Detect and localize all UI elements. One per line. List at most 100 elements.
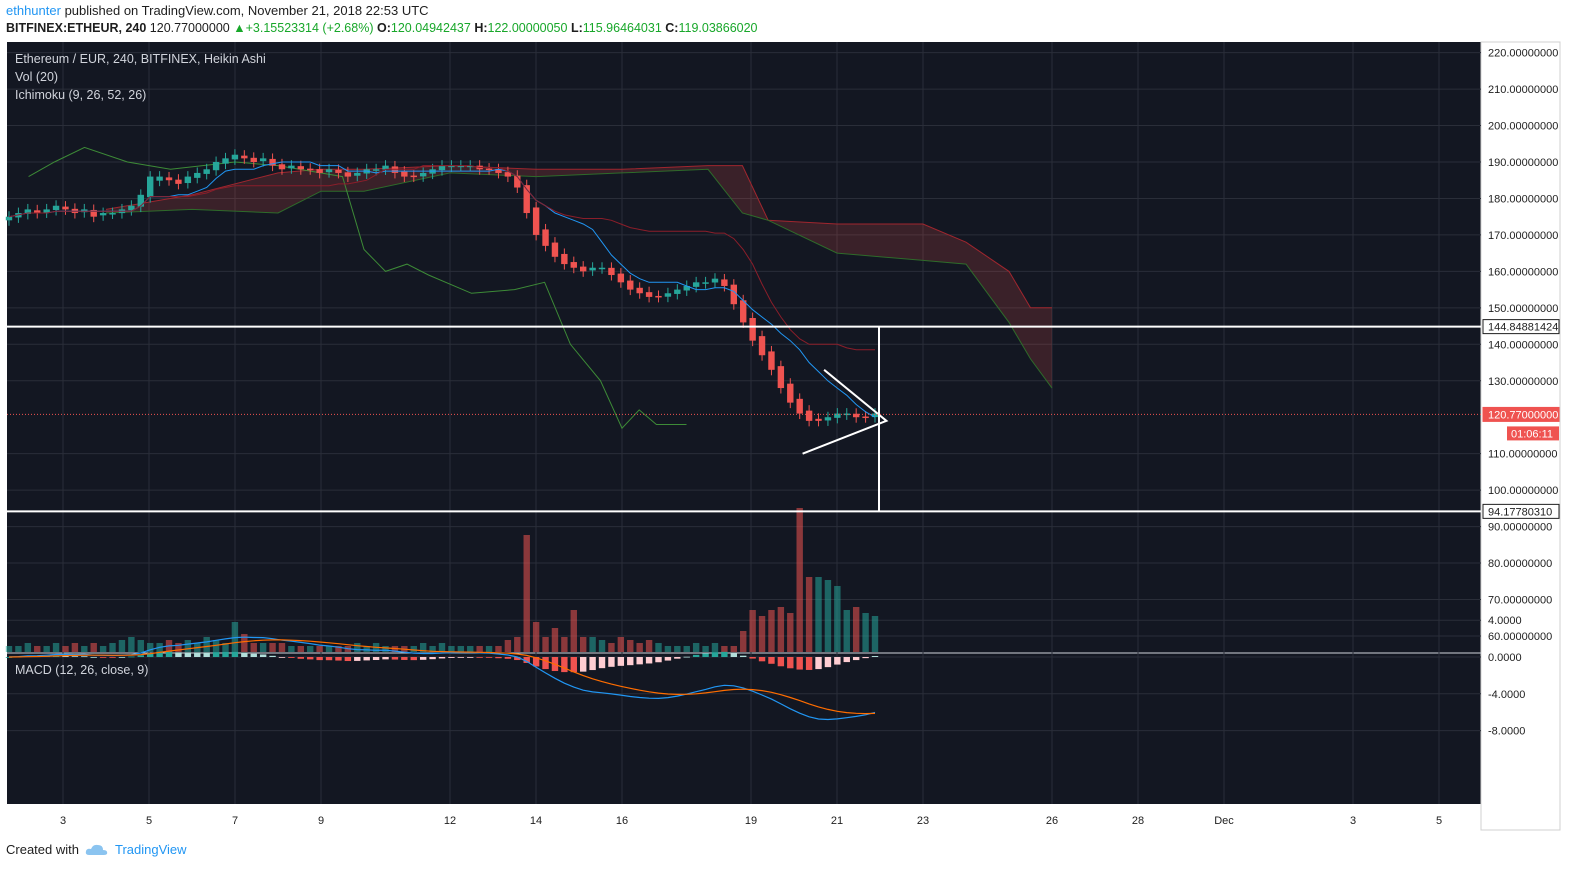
- volume-bar: [363, 646, 370, 652]
- candle-body: [316, 169, 323, 173]
- candle-body: [259, 158, 267, 162]
- candle-body: [514, 175, 521, 188]
- volume-bar: [99, 646, 107, 652]
- volume-bar: [419, 643, 427, 652]
- time-tick-label: 21: [831, 815, 843, 827]
- price-tick-label: 90.00000000: [1488, 522, 1552, 534]
- candle-body: [749, 317, 756, 341]
- macd-hist-bar: [561, 657, 568, 673]
- volume-bar: [683, 646, 690, 652]
- author-link[interactable]: ethhunter: [6, 3, 61, 18]
- macd-hist-bar: [702, 653, 709, 657]
- candle-body: [438, 165, 446, 171]
- volume-bar: [768, 610, 775, 652]
- volume-bar: [674, 646, 681, 652]
- volume-bar: [711, 643, 719, 652]
- candle-body: [419, 172, 427, 177]
- main-legend: Ethereum / EUR, 240, BITFINEX, Heikin As…: [15, 52, 266, 66]
- candle-body: [617, 273, 625, 283]
- candle-body: [852, 413, 860, 418]
- macd-hist-bar: [758, 657, 766, 662]
- close-value: 119.03866020: [678, 21, 758, 35]
- macd-hist-bar: [749, 657, 756, 659]
- candle-body: [711, 278, 719, 283]
- volume-bar: [476, 646, 483, 652]
- volume-bar: [796, 508, 803, 652]
- macd-hist-bar: [721, 651, 728, 657]
- macd-hist-bar: [796, 657, 803, 670]
- volume-bar: [561, 637, 568, 652]
- macd-hist-bar: [438, 657, 446, 659]
- volume-bar: [655, 643, 662, 652]
- volume-bar: [627, 640, 634, 652]
- volume-bar: [608, 643, 615, 652]
- chart-canvas[interactable]: 220.00000000210.00000000200.00000000190.…: [0, 40, 1586, 834]
- macd-hist-bar: [222, 651, 229, 657]
- volume-bar: [24, 643, 32, 652]
- high-value: 122.00000050: [487, 21, 568, 35]
- candle-body: [551, 242, 559, 257]
- candle-body: [401, 171, 408, 177]
- macd-hist-bar: [354, 657, 361, 661]
- low-label: L:: [570, 21, 583, 35]
- macd-tick-label: -4.0000: [1488, 689, 1525, 701]
- volume-bar: [297, 646, 305, 652]
- volume-bar: [542, 637, 549, 652]
- macd-hist-bar: [730, 653, 738, 657]
- macd-hist-bar: [259, 654, 267, 657]
- volume-bar: [382, 646, 389, 652]
- macd-hist-bar: [843, 657, 850, 663]
- macd-hist-bar: [363, 657, 370, 661]
- countdown-text: 01:06:11: [1511, 428, 1553, 440]
- macd-hist-bar: [90, 656, 97, 658]
- candle-body: [269, 158, 276, 166]
- time-tick-label: Dec: [1214, 815, 1234, 827]
- candle-body: [288, 165, 295, 169]
- publish-info: published on TradingView.com, November 2…: [64, 3, 429, 18]
- chikou-span: [28, 146, 687, 430]
- candle-body: [683, 285, 690, 291]
- macd-hist-bar: [787, 657, 794, 669]
- candle-body: [871, 413, 879, 418]
- candle-body: [165, 177, 173, 181]
- volume-bar: [43, 646, 50, 652]
- price-tick-label: 140.00000000: [1488, 339, 1558, 351]
- volume-bar: [589, 637, 596, 652]
- volume-bar: [871, 616, 879, 652]
- macd-hist-bar: [467, 657, 474, 658]
- signal-line: [8, 639, 876, 715]
- macd-hist-bar: [815, 657, 822, 670]
- candles: [5, 149, 879, 427]
- price-label-text: 120.77000000: [1488, 409, 1558, 421]
- candle-body: [655, 295, 662, 298]
- candle-body: [532, 207, 540, 235]
- candle-body: [335, 169, 342, 173]
- macd-hist-bar: [824, 657, 832, 668]
- macd-hist-bar: [645, 657, 653, 664]
- volume-bar: [335, 646, 342, 652]
- macd-tick-label: 4.0000: [1488, 615, 1522, 627]
- candle-body: [664, 293, 672, 297]
- volume-bar: [278, 643, 286, 652]
- macd-hist-bar: [862, 657, 869, 659]
- candle-body: [156, 176, 163, 181]
- volume-bar: [52, 643, 60, 652]
- macd-hist-bar: [316, 657, 323, 661]
- price-label-text: 144.84881424: [1488, 322, 1558, 334]
- macd-hist-bar: [617, 657, 625, 666]
- macd-hist-bar: [448, 657, 455, 658]
- volume-bar: [504, 640, 512, 652]
- volume-bar: [692, 643, 700, 652]
- macd-hist-bar: [852, 657, 860, 661]
- volume-bar: [81, 646, 88, 652]
- volume-bar: [645, 640, 653, 652]
- tradingview-link[interactable]: TradingView: [114, 842, 187, 857]
- last-price: 120.77000000: [149, 21, 230, 35]
- price-tick-label: 190.00000000: [1488, 157, 1558, 169]
- volume-bar: [598, 640, 606, 652]
- volume-bar: [307, 646, 314, 652]
- macd-hist-bar: [156, 651, 163, 657]
- time-tick-label: 26: [1046, 815, 1058, 827]
- volume-bar: [551, 628, 559, 652]
- price-label-box: [1482, 503, 1560, 519]
